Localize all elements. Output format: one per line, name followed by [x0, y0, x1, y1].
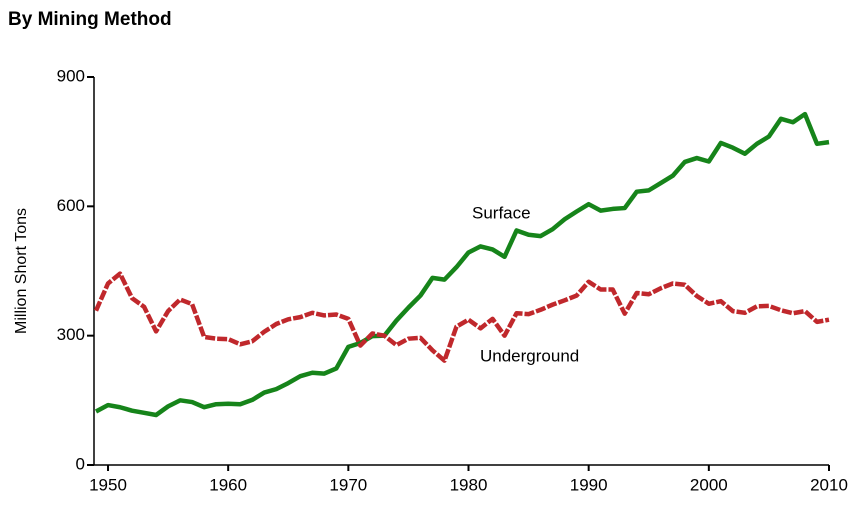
x-tick-label: 1990 [570, 475, 608, 494]
y-tick-label: 300 [57, 325, 85, 344]
x-tick-label: 1970 [329, 475, 367, 494]
y-axis-label: Million Short Tons [13, 208, 30, 334]
x-tick-label: 1980 [450, 475, 488, 494]
y-tick-label: 600 [57, 196, 85, 215]
y-tick-label: 900 [57, 66, 85, 85]
x-tick-label: 1950 [89, 475, 127, 494]
x-tick-label: 1960 [209, 475, 247, 494]
series-label: Surface [472, 203, 531, 222]
chart-title: By Mining Method [8, 9, 172, 30]
y-tick-label: 0 [76, 454, 85, 473]
x-tick-label: 2010 [810, 475, 848, 494]
series-line [93, 271, 830, 363]
series-line [94, 111, 830, 418]
x-tick-label: 2000 [690, 475, 728, 494]
series-label: Underground [480, 346, 579, 365]
